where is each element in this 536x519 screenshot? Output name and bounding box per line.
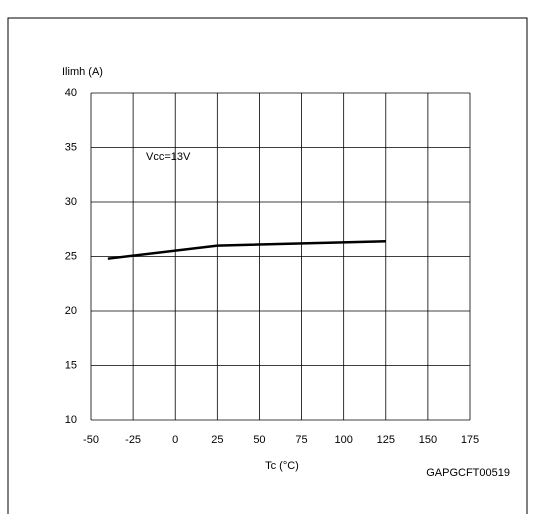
y-tick-label: 10 — [65, 414, 77, 426]
x-tick-label: 50 — [253, 434, 265, 446]
x-tick-label: 0 — [172, 434, 178, 446]
x-axis-label: Tc (°C) — [265, 460, 299, 472]
y-tick-label: 15 — [65, 359, 77, 371]
x-tick-label: 25 — [211, 434, 223, 446]
x-tick-label: 150 — [419, 434, 437, 446]
y-tick-label: 30 — [65, 196, 77, 208]
x-tick-label: 100 — [334, 434, 352, 446]
figure-id: GAPGCFT00519 — [426, 467, 510, 479]
y-tick-label: 20 — [65, 305, 77, 317]
x-tick-label: 175 — [461, 434, 479, 446]
y-axis-label: Ilimh (A) — [62, 66, 103, 78]
x-tick-label: 75 — [295, 434, 307, 446]
y-tick-label: 35 — [65, 141, 77, 153]
x-tick-label: -25 — [125, 434, 141, 446]
x-tick-label: 125 — [377, 434, 395, 446]
x-tick-label: -50 — [83, 434, 99, 446]
y-tick-label: 25 — [65, 250, 77, 262]
y-tick-label: 40 — [65, 87, 77, 99]
annotation: Vcc=13V — [146, 151, 191, 163]
data-line — [107, 239, 386, 260]
